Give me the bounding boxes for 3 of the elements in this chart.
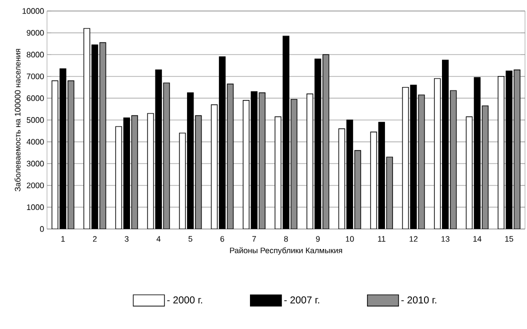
legend-label: - 2000 г. [167, 296, 202, 304]
legend-label: - 2010 г. [401, 296, 436, 304]
legend-label: - 2007 г. [284, 296, 320, 304]
